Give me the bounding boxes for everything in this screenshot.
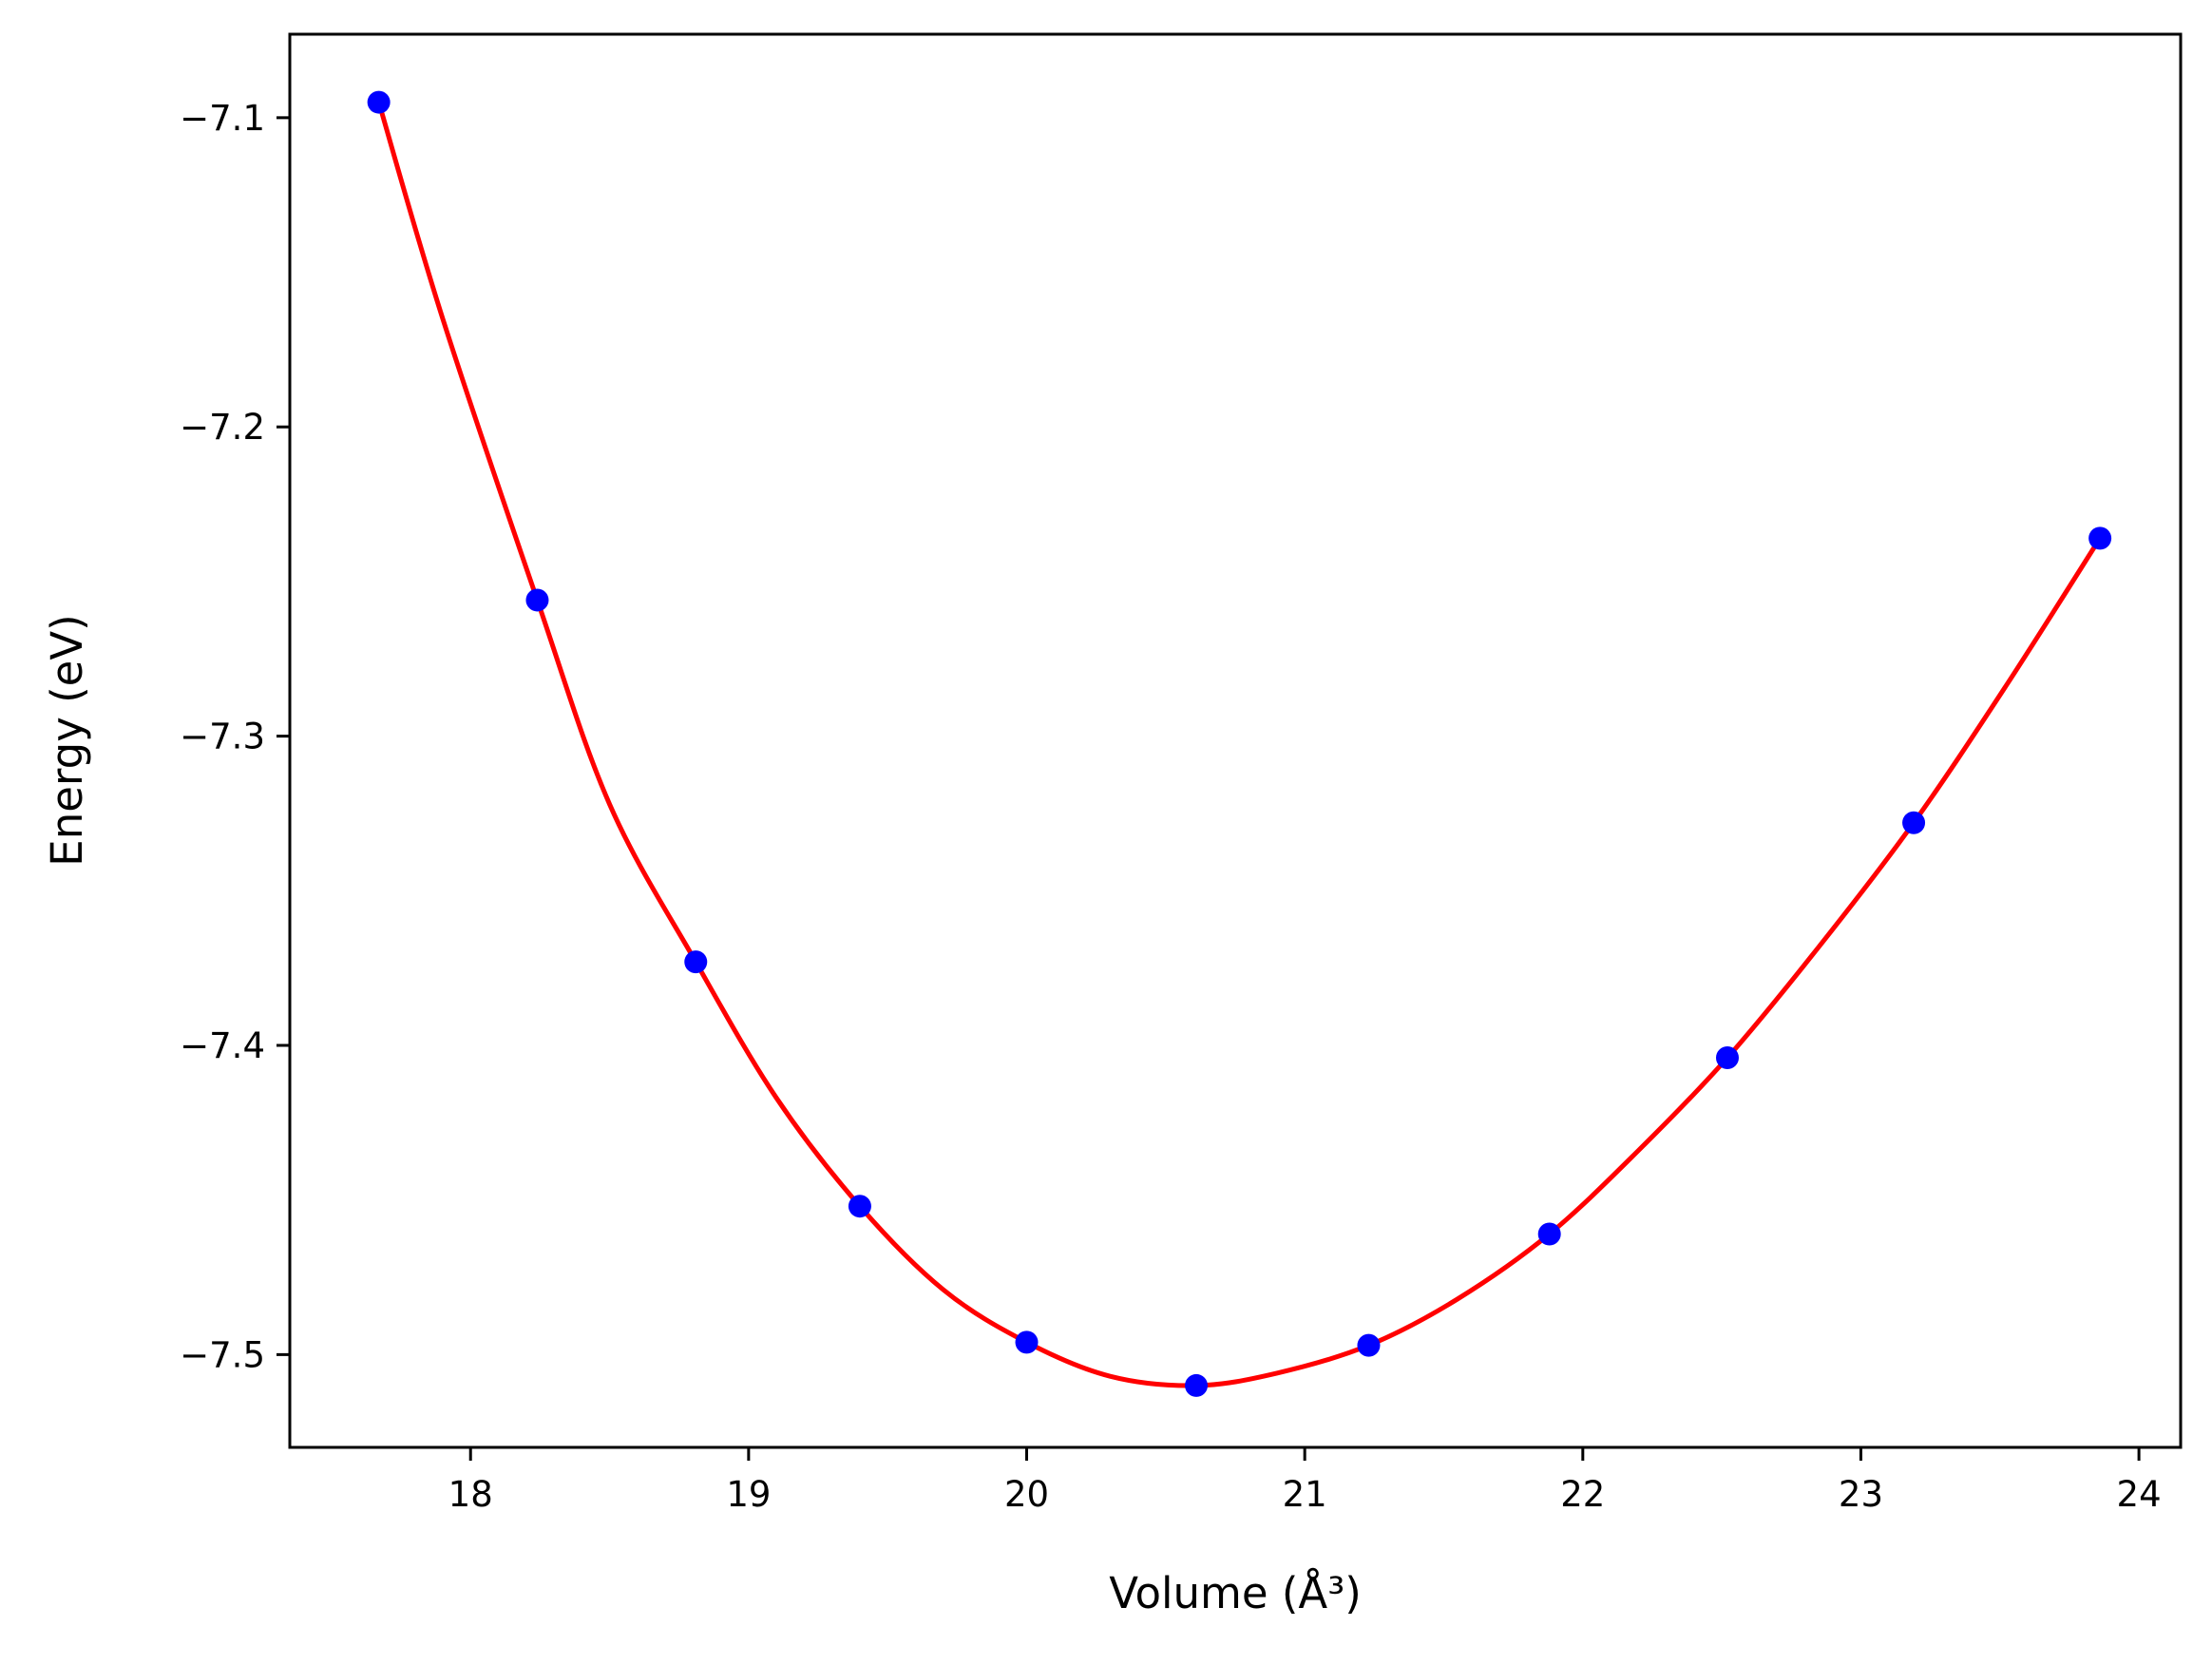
y-tick-label: −7.1 [180, 98, 265, 139]
data-point [367, 90, 391, 114]
y-axis-label: Energy (eV) [42, 614, 92, 866]
data-point [525, 588, 549, 612]
y-tick-label: −7.2 [180, 407, 265, 448]
data-point [1015, 1330, 1039, 1354]
plot-area-background [290, 34, 2181, 1447]
data-point [1537, 1222, 1561, 1246]
data-point [684, 950, 708, 974]
y-tick-label: −7.4 [180, 1025, 265, 1066]
fit-curve-line [376, 101, 2103, 1388]
data-point [2088, 526, 2112, 550]
data-point [1357, 1333, 1381, 1357]
data-point [1715, 1046, 1739, 1070]
data-point [848, 1195, 871, 1218]
x-tick-label: 23 [1839, 1474, 1883, 1515]
y-tick-label: −7.5 [180, 1334, 265, 1375]
x-tick-label: 24 [2117, 1474, 2162, 1515]
x-tick-label: 20 [1004, 1474, 1049, 1515]
x-tick-label: 22 [1560, 1474, 1605, 1515]
data-point [1185, 1373, 1209, 1397]
x-tick-label: 21 [1283, 1474, 1327, 1515]
x-tick-label: 19 [726, 1474, 771, 1515]
data-point [1902, 811, 1926, 834]
plot-frame [288, 32, 2183, 1449]
y-tick-label: −7.3 [180, 717, 265, 757]
x-tick-label: 18 [448, 1474, 493, 1515]
x-axis-label: Volume (Å³) [1109, 1568, 1362, 1618]
